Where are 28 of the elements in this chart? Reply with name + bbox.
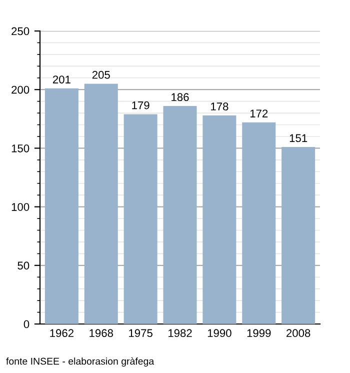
bar <box>242 122 276 324</box>
y-tick-label: 100 <box>12 203 30 211</box>
x-tick-label: 1968 <box>90 329 114 338</box>
bar <box>124 114 158 324</box>
bar <box>44 88 78 324</box>
data-label: 201 <box>52 76 70 84</box>
y-tick-label: 250 <box>12 27 30 36</box>
bar <box>84 84 118 324</box>
x-tick-label: 1962 <box>50 329 74 338</box>
data-label: 172 <box>250 110 268 118</box>
y-tick-label: 200 <box>12 86 30 94</box>
x-tick-label: 1982 <box>168 329 192 338</box>
x-tick-label: 1999 <box>247 329 271 338</box>
x-tick-label: 2008 <box>286 329 310 338</box>
data-label: 151 <box>290 134 308 142</box>
x-tick-label: 1990 <box>208 329 232 338</box>
y-tick-label: 50 <box>18 262 30 270</box>
bar <box>202 115 236 324</box>
y-tick-label: 0 <box>24 320 30 328</box>
bar <box>282 147 316 324</box>
data-label: 186 <box>172 93 189 102</box>
data-label: 178 <box>211 102 228 110</box>
bar <box>163 106 197 324</box>
x-tick-label: 1975 <box>129 329 152 338</box>
y-tick-label: 150 <box>12 144 30 152</box>
data-label: 205 <box>92 70 110 79</box>
source-note: fonte INSEE - elaborasion gràfega <box>6 357 154 367</box>
data-label: 179 <box>132 101 150 110</box>
